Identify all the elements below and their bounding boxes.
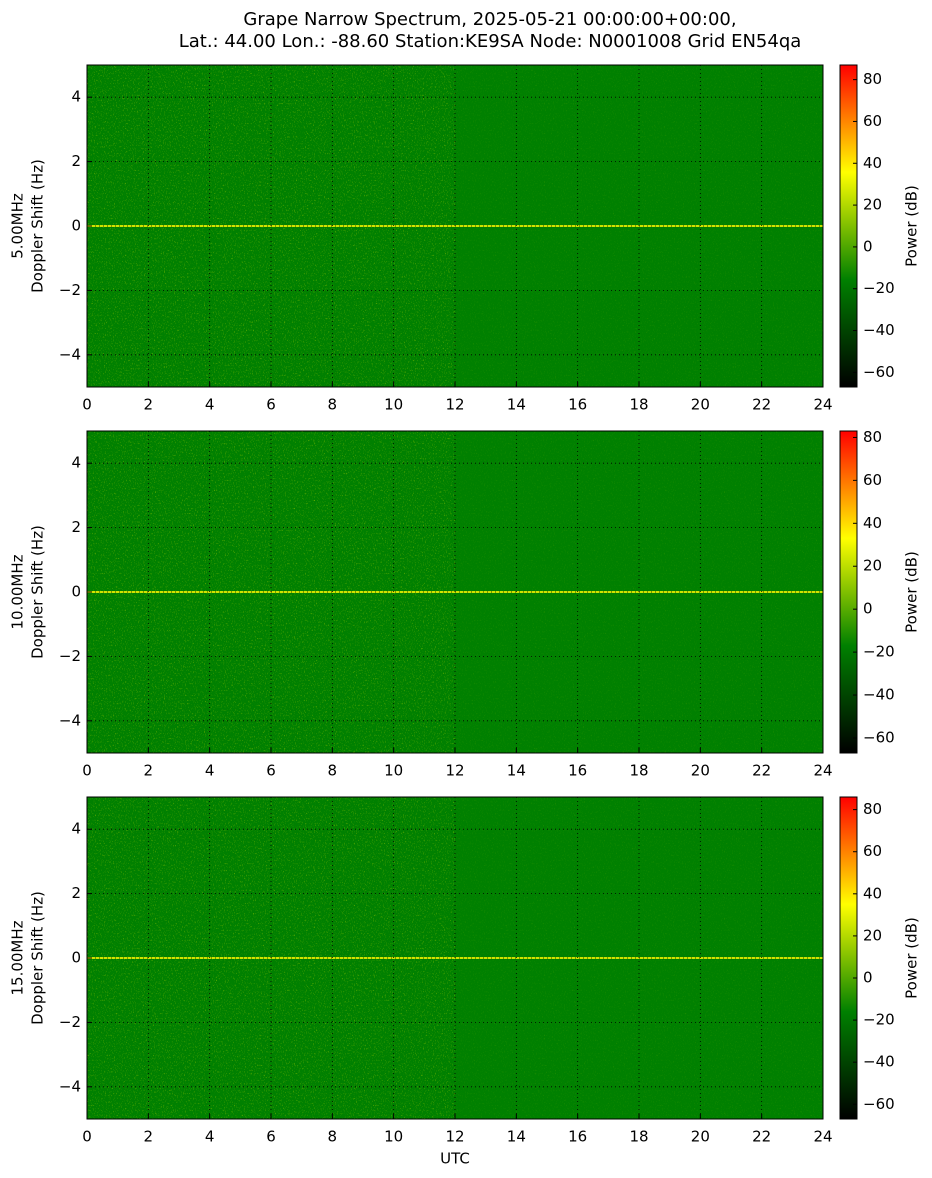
x-tick-label: 16 xyxy=(568,1128,587,1146)
x-tick-label: 12 xyxy=(445,396,464,414)
x-tick-label: 4 xyxy=(205,1128,215,1146)
y-tick-label: 0 xyxy=(71,949,81,967)
x-tick-label: 22 xyxy=(752,762,771,780)
x-tick-label: 4 xyxy=(205,762,215,780)
y-axis-label: 15.00MHz xyxy=(9,920,27,995)
y-tick-label: 2 xyxy=(71,152,81,170)
plot-frame xyxy=(86,64,824,388)
colorbar-tick-label: 0 xyxy=(863,237,873,255)
x-tick-label: 0 xyxy=(82,1128,92,1146)
y-tick-label: −2 xyxy=(59,1013,81,1031)
x-tick-label: 8 xyxy=(328,396,338,414)
colorbar-tick-label: −60 xyxy=(863,363,895,381)
y-tick-label: 0 xyxy=(71,583,81,601)
x-tick-label: 14 xyxy=(507,762,526,780)
x-tick-label: 16 xyxy=(568,762,587,780)
colorbar-tick-label: 0 xyxy=(863,600,873,618)
colorbar xyxy=(839,64,858,388)
chart-title: Lat.: 44.00 Lon.: -88.60 Station:KE9SA N… xyxy=(179,31,802,52)
x-tick-label: 6 xyxy=(266,396,276,414)
colorbar-tick-label: 0 xyxy=(863,968,873,986)
x-tick-label: 18 xyxy=(629,1128,648,1146)
x-tick-label: 16 xyxy=(568,396,587,414)
colorbar-tick-label: −20 xyxy=(863,643,895,661)
x-tick-label: 22 xyxy=(752,1128,771,1146)
y-tick-label: 0 xyxy=(71,217,81,235)
y-tick-label: −2 xyxy=(59,647,81,665)
x-tick-label: 14 xyxy=(507,1128,526,1146)
x-tick-label: 24 xyxy=(813,396,832,414)
colorbar-tick-label: −40 xyxy=(863,321,895,339)
y-axis-label: 5.00MHz xyxy=(9,193,27,259)
x-tick-label: 14 xyxy=(507,396,526,414)
y-tick-label: 2 xyxy=(71,518,81,536)
colorbar-tick-label: −40 xyxy=(863,686,895,704)
x-tick-label: 18 xyxy=(629,396,648,414)
colorbar xyxy=(839,796,858,1120)
colorbar-tick-label: −20 xyxy=(863,1011,895,1029)
y-tick-label: 2 xyxy=(71,884,81,902)
y-tick-label: −4 xyxy=(59,345,81,363)
y-tick-label: 4 xyxy=(71,820,81,838)
colorbar-tick-label: 20 xyxy=(863,557,882,575)
colorbar-tick-label: 60 xyxy=(863,842,882,860)
x-tick-label: 8 xyxy=(328,762,338,780)
y-axis-label: Doppler Shift (Hz) xyxy=(29,159,47,293)
x-tick-label: 12 xyxy=(445,1128,464,1146)
x-tick-label: 6 xyxy=(266,1128,276,1146)
x-tick-label: 20 xyxy=(691,396,710,414)
y-axis-label: 10.00MHz xyxy=(9,554,27,629)
x-tick-label: 2 xyxy=(144,396,154,414)
plot-frame xyxy=(86,796,824,1120)
x-axis-label: UTC xyxy=(440,1150,470,1168)
plot-frame xyxy=(86,430,824,754)
colorbar-label: Power (dB) xyxy=(903,551,921,633)
colorbar-tick-label: −20 xyxy=(863,279,895,297)
colorbar-label: Power (dB) xyxy=(903,917,921,999)
colorbar-label: Power (dB) xyxy=(903,185,921,267)
x-tick-label: 2 xyxy=(144,1128,154,1146)
y-axis-label: Doppler Shift (Hz) xyxy=(29,525,47,659)
colorbar-tick-label: 20 xyxy=(863,926,882,944)
x-tick-label: 0 xyxy=(82,762,92,780)
y-tick-label: −4 xyxy=(59,711,81,729)
y-axis-label: Doppler Shift (Hz) xyxy=(29,891,47,1025)
x-tick-label: 22 xyxy=(752,396,771,414)
x-tick-label: 10 xyxy=(384,762,403,780)
y-tick-label: −4 xyxy=(59,1077,81,1095)
colorbar-tick-label: 80 xyxy=(863,800,882,818)
colorbar-tick-label: 60 xyxy=(863,112,882,130)
x-tick-label: 20 xyxy=(691,762,710,780)
x-tick-label: 4 xyxy=(205,396,215,414)
y-tick-label: 4 xyxy=(71,88,81,106)
x-tick-label: 20 xyxy=(691,1128,710,1146)
x-tick-label: 18 xyxy=(629,762,648,780)
x-tick-label: 0 xyxy=(82,396,92,414)
colorbar-tick-label: 20 xyxy=(863,196,882,214)
x-tick-label: 2 xyxy=(144,762,154,780)
chart-title: Grape Narrow Spectrum, 2025-05-21 00:00:… xyxy=(243,9,736,30)
x-tick-label: 6 xyxy=(266,762,276,780)
colorbar-tick-label: 80 xyxy=(863,70,882,88)
colorbar-tick-label: 40 xyxy=(863,514,882,532)
colorbar-tick-label: −60 xyxy=(863,728,895,746)
colorbar-tick-label: −60 xyxy=(863,1095,895,1113)
colorbar-tick-label: 40 xyxy=(863,154,882,172)
colorbar-tick-label: 60 xyxy=(863,471,882,489)
x-tick-label: 24 xyxy=(813,1128,832,1146)
colorbar-tick-label: 40 xyxy=(863,884,882,902)
colorbar-tick-label: 80 xyxy=(863,428,882,446)
colorbar-tick-label: −40 xyxy=(863,1053,895,1071)
colorbar xyxy=(839,430,858,754)
x-tick-label: 8 xyxy=(328,1128,338,1146)
x-tick-label: 10 xyxy=(384,396,403,414)
y-tick-label: 4 xyxy=(71,454,81,472)
x-tick-label: 10 xyxy=(384,1128,403,1146)
x-tick-label: 12 xyxy=(445,762,464,780)
y-tick-label: −2 xyxy=(59,281,81,299)
x-tick-label: 24 xyxy=(813,762,832,780)
